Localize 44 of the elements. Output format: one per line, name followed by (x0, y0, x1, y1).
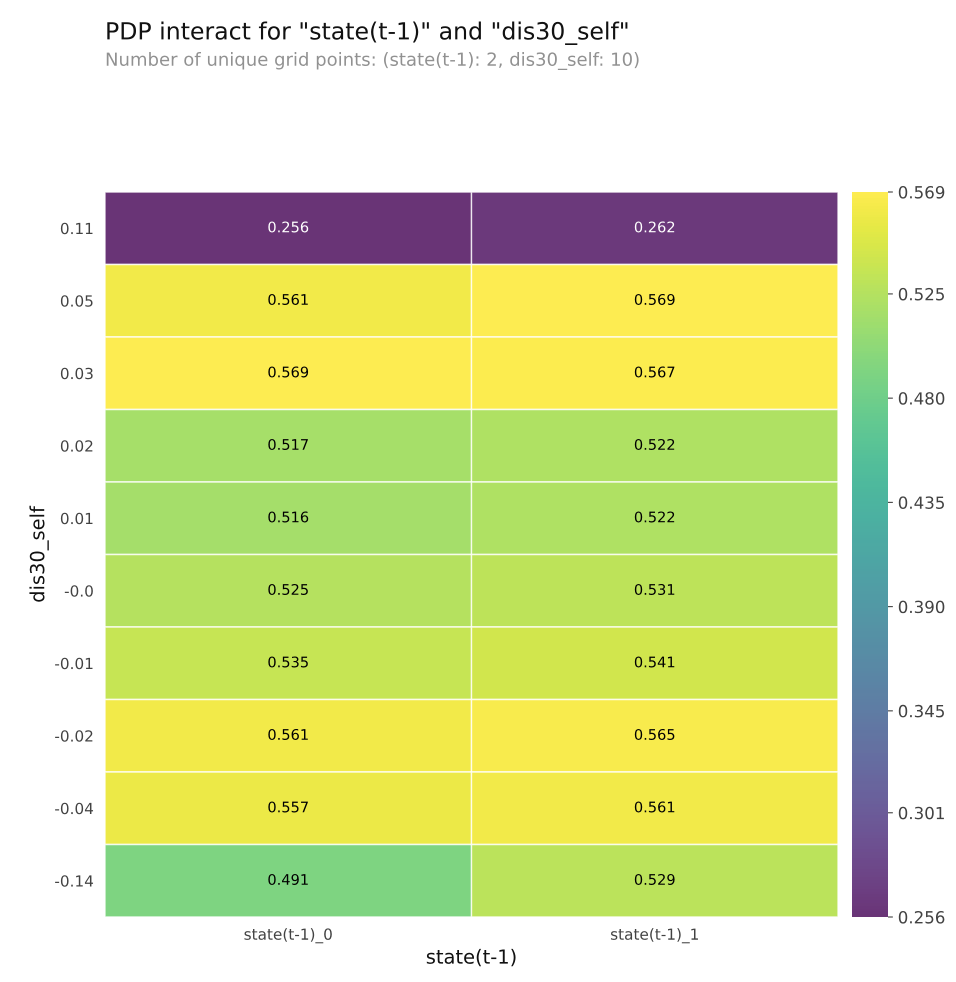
color-bar-label: 0.480 (898, 392, 944, 405)
data-label: 0.516 (268, 511, 308, 522)
data-label: 0.522 (634, 511, 674, 522)
color-bar-label: 0.390 (898, 600, 944, 614)
data-label: 0.262 (634, 221, 674, 232)
data-label: 0.569 (634, 294, 675, 305)
data-label: 0.525 (268, 584, 308, 595)
color-bar-label: 0.569 (898, 186, 944, 199)
color-bar-label: 0.525 (898, 288, 944, 300)
y-tick-label: -0.01 (55, 658, 92, 670)
y-tick-label: 0.03 (60, 368, 93, 380)
data-label: 0.517 (268, 438, 308, 450)
data-label: 0.561 (634, 801, 674, 812)
color-bar-label: 0.435 (898, 496, 944, 509)
data-label: 0.557 (268, 801, 308, 812)
color-bar-label: 0.301 (898, 806, 944, 820)
data-label: 0.531 (634, 584, 674, 595)
y-tick-label: 0.01 (60, 512, 92, 524)
y-tick-label: -0.0 (64, 585, 93, 597)
x-axis-title: state(t-1) (426, 948, 516, 966)
data-label: 0.491 (268, 874, 308, 885)
chart-subtitle: Number of unique grid points: (state(t-1): 2, dis30_self: 10) (106, 52, 639, 70)
color-bar-label: 0.256 (898, 910, 944, 924)
y-tick-label: -0.04 (55, 802, 94, 814)
x-tick-label: state(t-1)_1 (610, 928, 698, 944)
data-label: 0.567 (634, 366, 674, 378)
data-label: 0.522 (634, 438, 674, 450)
chart-title: PDP interact for "state(t-1)" and "dis30_self" (107, 21, 628, 45)
y-tick-label: -0.14 (55, 875, 94, 887)
data-label: 0.529 (634, 874, 675, 885)
y-tick-label: -0.02 (55, 730, 92, 742)
x-tick-label: state(t-1)_0 (244, 928, 332, 944)
data-label: 0.535 (268, 656, 308, 668)
y-tick-label: 0.02 (60, 440, 92, 452)
y-tick-label: 0.11 (60, 222, 92, 234)
data-label: 0.561 (268, 728, 308, 740)
color-bar-label: 0.345 (898, 704, 944, 718)
data-label: 0.561 (268, 294, 308, 305)
data-label: 0.565 (634, 728, 674, 740)
y-axis-title: dis30_self (29, 506, 49, 602)
data-label: 0.256 (268, 221, 308, 232)
data-label: 0.569 (268, 366, 308, 378)
data-label: 0.541 (634, 656, 674, 668)
y-tick-label: 0.05 (60, 295, 93, 307)
